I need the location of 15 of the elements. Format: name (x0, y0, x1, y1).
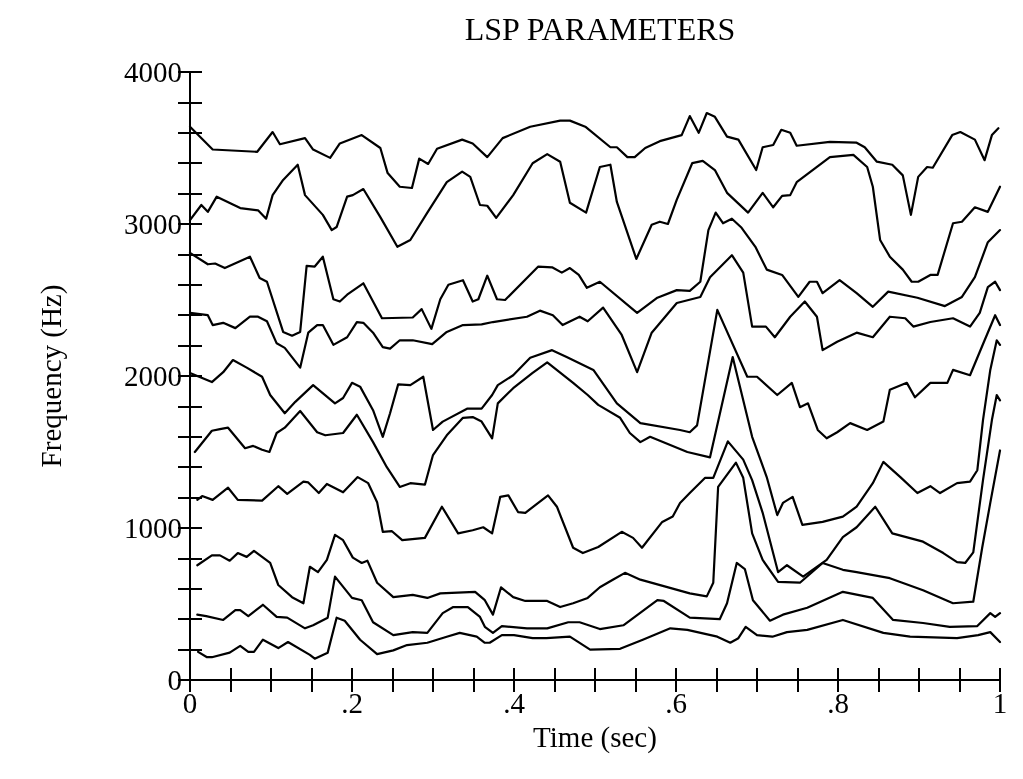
x-tick-label: 1 (992, 686, 1008, 719)
x-tick-label: .4 (503, 686, 526, 719)
y-tick-label: 1000 (124, 512, 182, 544)
line-series (193, 339, 1002, 527)
x-tick-label: .2 (341, 686, 363, 719)
chart-title: LSP PARAMETERS (464, 11, 736, 47)
line-series (188, 111, 1000, 216)
x-tick-label: .8 (827, 686, 849, 719)
x-tick-label: .6 (665, 686, 687, 719)
y-axis-title: Frequency (Hz) (34, 284, 68, 468)
y-tick-label: 2000 (124, 360, 182, 392)
x-axis-title: Time (sec) (533, 720, 657, 754)
y-tick-label: 4000 (124, 56, 182, 88)
line-series (196, 561, 1002, 637)
y-tick-label: 3000 (124, 208, 182, 240)
